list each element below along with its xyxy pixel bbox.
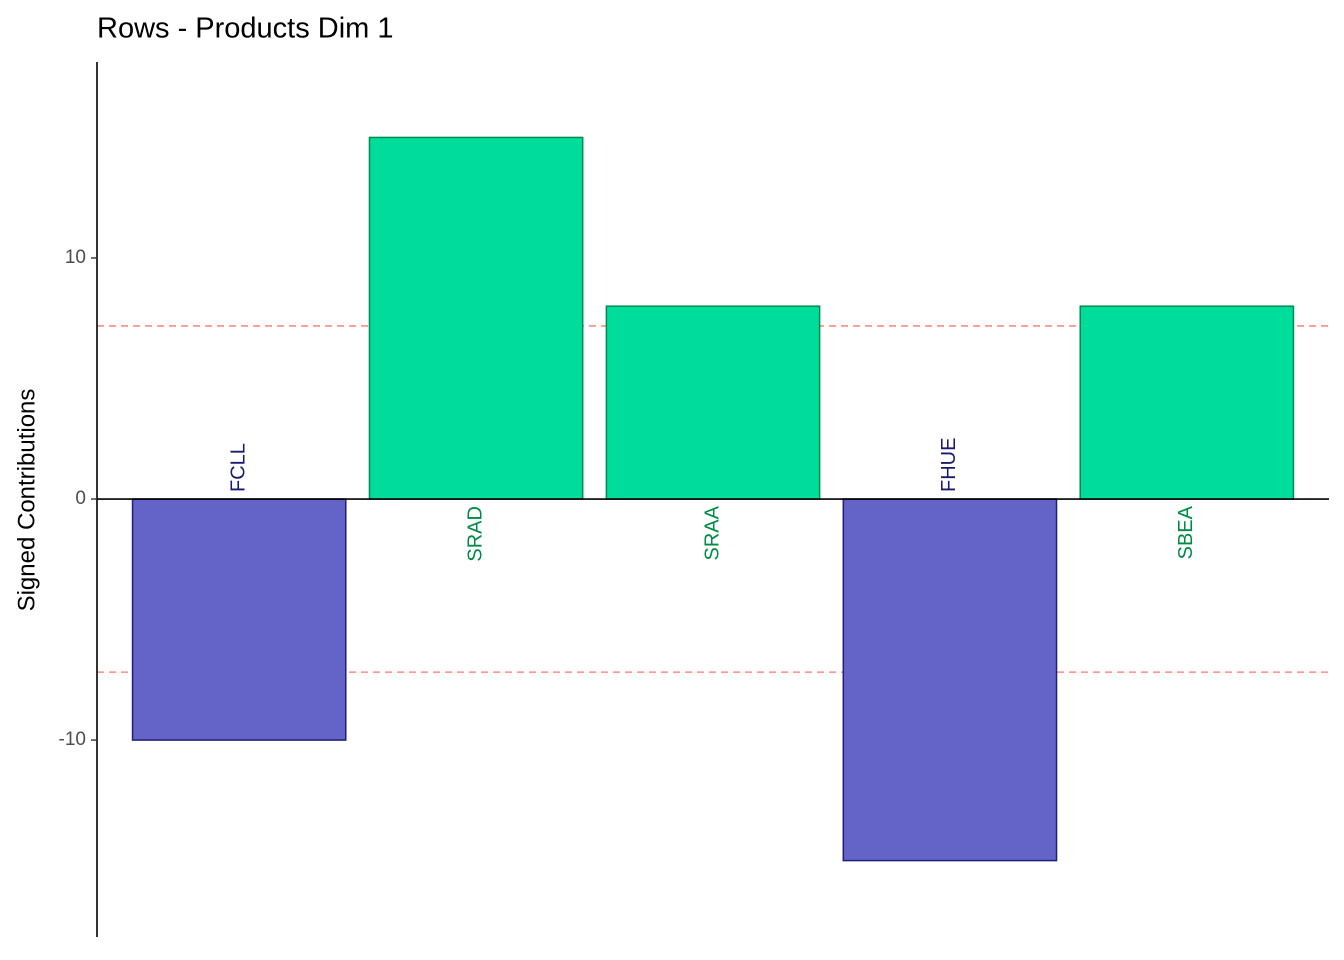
y-tick-label: 0 [75, 488, 86, 509]
bar-label: FHUE [938, 438, 960, 492]
y-tick-label: -10 [59, 729, 86, 750]
bar [1079, 305, 1295, 500]
y-tick-label: 10 [65, 247, 86, 268]
bar [605, 305, 821, 500]
bar-label: SRAA [701, 505, 723, 560]
bar-label: SBEA [1175, 505, 1197, 559]
bar [368, 136, 584, 500]
bar [131, 498, 347, 741]
chart-title: Rows - Products Dim 1 [97, 13, 394, 45]
bar-label: FCLL [227, 443, 249, 492]
y-axis-label: Signed Contributions [13, 389, 40, 612]
bar [842, 498, 1058, 862]
bar-label: SRAD [464, 506, 486, 562]
